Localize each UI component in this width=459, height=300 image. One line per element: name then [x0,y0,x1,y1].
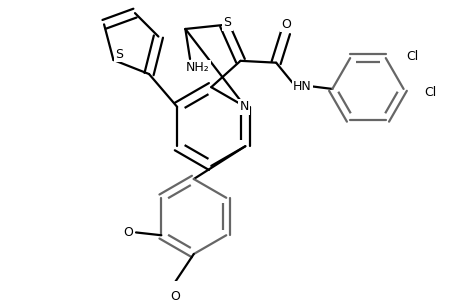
Text: NH₂: NH₂ [185,61,209,74]
Text: S: S [223,16,231,29]
Text: O: O [170,290,179,300]
Text: HN: HN [292,80,311,93]
Text: O: O [281,18,291,31]
Text: Cl: Cl [423,86,436,99]
Text: N: N [239,100,249,113]
Text: O: O [123,226,133,239]
Text: Cl: Cl [405,50,418,63]
Text: S: S [115,48,123,61]
